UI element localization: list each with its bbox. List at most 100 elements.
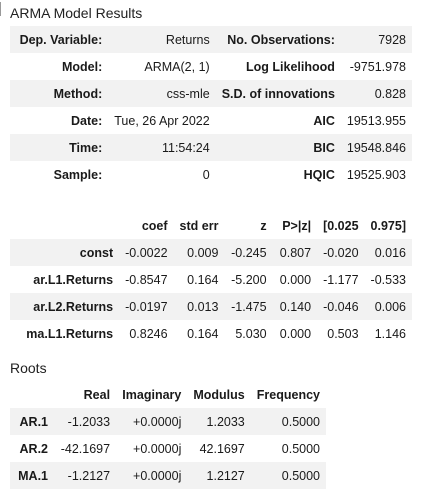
- root-cell: -1.2033: [54, 408, 117, 435]
- root-cell: +0.0000j: [116, 462, 188, 489]
- coef-header: [0.025: [323, 219, 359, 233]
- summary-value: Tue, 26 Apr 2022: [114, 113, 210, 128]
- summary-value: -9751.978: [349, 59, 406, 74]
- summary-label: Date:: [70, 113, 103, 128]
- coef-cell: -0.8547: [125, 272, 168, 287]
- summary-label: Dep. Variable:: [10, 26, 109, 53]
- summary-label: HQIC: [303, 167, 335, 182]
- coef-cell: -0.0022: [119, 239, 174, 266]
- summary-label: S.D. of innovations: [215, 80, 341, 107]
- summary-label: BIC: [215, 134, 341, 161]
- coef-row: ma.L1.Returns 0.8246 0.164 5.030 0.000 0…: [10, 320, 412, 347]
- coef-param: ma.L1.Returns: [26, 326, 114, 341]
- summary-row: Method: css-mle S.D. of innovations 0.82…: [10, 80, 412, 107]
- root-label: MA.1: [10, 462, 55, 489]
- summary-value: 19513.955: [346, 113, 406, 128]
- coefficients-table: coef std err z P>|z| [0.025 0.975] const…: [10, 213, 412, 347]
- summary-row: Date: Tue, 26 Apr 2022 AIC 19513.955: [10, 107, 412, 134]
- summary-row: Time: 11:54:24 BIC 19548.846: [10, 134, 412, 161]
- summary-value: 19525.903: [346, 167, 406, 182]
- roots-header: Imaginary: [122, 388, 182, 402]
- coef-cell: -0.245: [224, 239, 273, 266]
- coef-header-row: coef std err z P>|z| [0.025 0.975]: [10, 213, 412, 239]
- summary-value: 11:54:24: [108, 134, 216, 161]
- roots-header-row: Real Imaginary Modulus Frequency: [10, 382, 326, 408]
- coef-header: P>|z|: [282, 219, 312, 233]
- root-label: AR.1: [10, 408, 55, 435]
- summary-value: 19548.846: [340, 134, 412, 161]
- coef-cell: -0.020: [317, 239, 365, 266]
- coef-row: const -0.0022 0.009 -0.245 0.807 -0.020 …: [10, 239, 412, 266]
- summary-row: Model: ARMA(2, 1) Log Likelihood -9751.9…: [10, 53, 412, 80]
- roots-caption: Roots: [10, 360, 47, 376]
- roots-row: AR.2 -42.1697 +0.0000j 42.1697 0.5000: [10, 435, 326, 462]
- roots-table: Real Imaginary Modulus Frequency AR.1 -1…: [10, 382, 326, 489]
- summary-label: Sample:: [53, 167, 103, 182]
- roots-row: MA.1 -1.2127 +0.0000j 1.2127 0.5000: [10, 462, 326, 489]
- coef-row: ar.L2.Returns -0.0197 0.013 -1.475 0.140…: [10, 293, 412, 320]
- coef-header: z: [260, 219, 267, 233]
- coef-cell: 0.013: [173, 293, 225, 320]
- coef-cell: 0.164: [187, 272, 219, 287]
- summary-value: 0.828: [340, 80, 412, 107]
- root-cell: 1.2033: [187, 408, 251, 435]
- coef-header: coef: [141, 219, 168, 233]
- coef-cell: 0.503: [327, 326, 359, 341]
- coef-cell: -5.200: [231, 272, 267, 287]
- coef-cell: 0.8246: [129, 326, 168, 341]
- summary-label: Model:: [61, 59, 103, 74]
- root-label: AR.2: [19, 441, 49, 456]
- coef-param: ar.L1.Returns: [33, 272, 114, 287]
- root-cell: 1.2127: [187, 462, 251, 489]
- root-cell: -1.2127: [54, 462, 117, 489]
- coef-cell: -1.177: [323, 272, 359, 287]
- coef-cell: 0.000: [279, 272, 312, 287]
- coef-cell: -0.046: [317, 293, 365, 320]
- coef-param: const: [10, 239, 120, 266]
- coef-param: ar.L2.Returns: [10, 293, 120, 320]
- summary-row: Dep. Variable: Returns No. Observations:…: [10, 26, 412, 53]
- coef-cell: -0.533: [370, 272, 406, 287]
- roots-row: AR.1 -1.2033 +0.0000j 1.2033 0.5000: [10, 408, 326, 435]
- summary-label: Time:: [10, 134, 109, 161]
- root-cell: +0.0000j: [133, 441, 182, 456]
- roots-header: Real: [83, 388, 111, 402]
- coef-cell: 0.009: [173, 239, 225, 266]
- summary-label: Log Likelihood: [246, 59, 335, 74]
- summary-value: 0: [202, 167, 210, 182]
- summary-label: Method:: [10, 80, 109, 107]
- coef-cell: -0.0197: [119, 293, 174, 320]
- coef-cell: 0.000: [279, 326, 312, 341]
- summary-value: Returns: [108, 26, 216, 53]
- coef-cell: 0.140: [272, 293, 318, 320]
- root-cell: 0.5000: [250, 462, 326, 489]
- summary-value: ARMA(2, 1): [144, 59, 210, 74]
- summary-value: css-mle: [108, 80, 216, 107]
- root-cell: +0.0000j: [116, 408, 188, 435]
- summary-value: 7928: [340, 26, 412, 53]
- coef-cell: 0.006: [364, 293, 412, 320]
- coef-cell: 0.164: [187, 326, 219, 341]
- roots-header: Frequency: [256, 388, 320, 402]
- coef-row: ar.L1.Returns -0.8547 0.164 -5.200 0.000…: [10, 266, 412, 293]
- coef-header: 0.975]: [370, 219, 406, 233]
- model-summary-table: Dep. Variable: Returns No. Observations:…: [10, 26, 412, 188]
- coef-cell: 0.016: [364, 239, 412, 266]
- coef-cell: 0.807: [272, 239, 318, 266]
- output-cell-edge: [0, 2, 4, 16]
- summary-row: Sample: 0 HQIC 19525.903: [10, 161, 412, 188]
- root-cell: 42.1697: [199, 441, 245, 456]
- coef-cell: -1.475: [224, 293, 273, 320]
- coef-header: std err: [179, 219, 219, 233]
- roots-header: [10, 382, 54, 408]
- coef-cell: 5.030: [235, 326, 267, 341]
- roots-header: Modulus: [193, 388, 245, 402]
- root-cell: 0.5000: [250, 408, 326, 435]
- summary-label: AIC: [313, 113, 335, 128]
- coef-cell: 1.146: [374, 326, 406, 341]
- coef-header: [10, 213, 119, 239]
- root-cell: -42.1697: [60, 441, 111, 456]
- summary-label: No. Observations:: [215, 26, 341, 53]
- results-caption: ARMA Model Results: [10, 5, 143, 21]
- root-cell: 0.5000: [281, 441, 320, 456]
